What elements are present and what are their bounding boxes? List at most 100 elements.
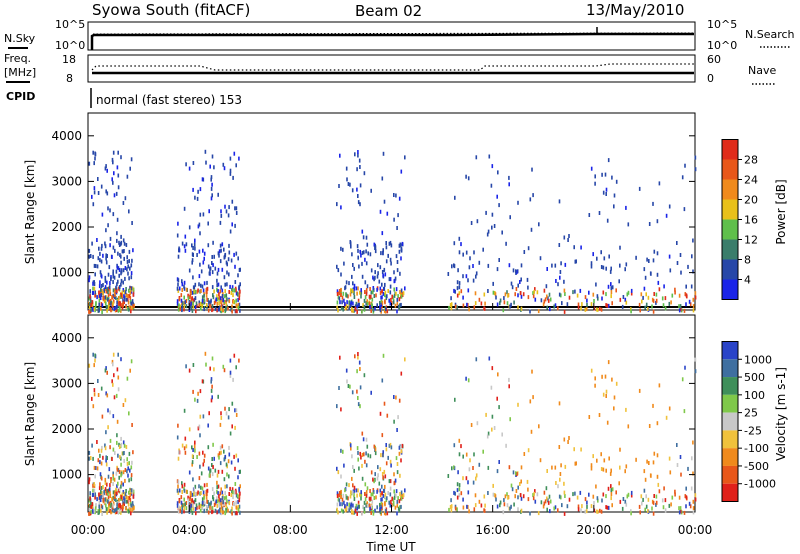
data-cell bbox=[395, 493, 397, 498]
data-cell bbox=[577, 305, 580, 310]
data-cell bbox=[399, 271, 401, 276]
data-cell bbox=[384, 300, 386, 305]
data-cell bbox=[363, 509, 366, 514]
data-cell bbox=[357, 248, 359, 253]
data-cell bbox=[386, 496, 388, 501]
data-cell bbox=[346, 293, 348, 298]
data-cell bbox=[396, 301, 399, 306]
data-cell bbox=[454, 304, 457, 309]
data-cell bbox=[194, 440, 196, 445]
data-cell bbox=[361, 229, 364, 234]
data-cell bbox=[610, 484, 612, 489]
data-cell bbox=[653, 451, 656, 456]
data-cell bbox=[203, 251, 206, 256]
data-cell bbox=[615, 179, 618, 184]
data-cell bbox=[393, 489, 395, 494]
data-cell bbox=[384, 484, 386, 489]
cpid-text: normal (fast stereo) 153 bbox=[96, 93, 242, 107]
data-cell bbox=[193, 297, 196, 302]
data-cell bbox=[400, 490, 403, 495]
data-cell bbox=[387, 455, 389, 460]
data-cell bbox=[625, 300, 628, 305]
data-cell bbox=[340, 292, 342, 297]
data-cell bbox=[344, 302, 346, 307]
data-cell bbox=[656, 219, 659, 224]
data-cell bbox=[230, 258, 233, 263]
data-cell bbox=[361, 250, 364, 255]
data-cell bbox=[189, 293, 192, 298]
data-cell bbox=[234, 206, 236, 211]
data-cell bbox=[373, 277, 375, 282]
data-cell bbox=[400, 371, 403, 376]
data-cell bbox=[352, 503, 354, 508]
data-cell bbox=[685, 504, 687, 509]
data-cell bbox=[396, 226, 398, 230]
data-cell bbox=[94, 492, 96, 497]
data-cell bbox=[102, 493, 104, 498]
data-cell bbox=[647, 509, 649, 513]
data-cell bbox=[233, 252, 235, 257]
data-cell bbox=[619, 465, 621, 470]
data-cell bbox=[203, 293, 205, 298]
data-cell bbox=[112, 301, 114, 306]
data-cell bbox=[389, 459, 392, 464]
data-cell bbox=[218, 455, 220, 460]
data-cell bbox=[224, 484, 226, 489]
data-cell bbox=[492, 492, 495, 497]
data-cell bbox=[668, 456, 671, 461]
data-cell bbox=[191, 290, 194, 295]
data-cell bbox=[668, 406, 671, 411]
colorbar-tick-label: 12 bbox=[744, 234, 758, 247]
data-cell bbox=[206, 286, 209, 291]
data-cell bbox=[519, 280, 521, 284]
colorbar-tick-label: 500 bbox=[744, 371, 765, 384]
data-cell bbox=[625, 464, 628, 469]
data-cell bbox=[207, 308, 210, 313]
data-cell bbox=[104, 295, 107, 300]
data-cell bbox=[671, 495, 674, 500]
data-cell bbox=[107, 499, 109, 504]
data-cell bbox=[100, 476, 103, 481]
data-cell bbox=[539, 256, 542, 261]
data-cell bbox=[120, 254, 122, 259]
data-cell bbox=[238, 494, 241, 499]
data-cell bbox=[119, 294, 122, 299]
data-cell bbox=[112, 269, 114, 274]
data-cell bbox=[117, 468, 120, 473]
data-cell bbox=[236, 493, 239, 498]
data-cell bbox=[516, 471, 519, 476]
data-cell bbox=[394, 276, 397, 281]
data-cell bbox=[102, 253, 104, 258]
data-cell bbox=[381, 497, 383, 502]
data-cell bbox=[93, 263, 96, 268]
data-cell bbox=[381, 378, 384, 383]
data-cell bbox=[122, 303, 125, 308]
data-cell bbox=[177, 254, 180, 259]
data-cell bbox=[190, 503, 192, 508]
data-cell bbox=[609, 471, 612, 476]
data-cell bbox=[494, 292, 497, 297]
data-cell bbox=[228, 452, 231, 457]
data-cell bbox=[389, 284, 392, 289]
data-cell bbox=[343, 298, 345, 303]
data-cell bbox=[692, 440, 694, 445]
data-cell bbox=[512, 268, 515, 273]
data-cell bbox=[590, 463, 593, 468]
data-cell bbox=[229, 229, 232, 234]
data-cell bbox=[101, 512, 103, 516]
data-cell bbox=[105, 289, 108, 293]
data-cell bbox=[183, 482, 186, 487]
data-cell bbox=[664, 508, 667, 513]
data-cell bbox=[220, 511, 223, 516]
data-cell bbox=[453, 443, 456, 448]
data-cell bbox=[379, 507, 381, 512]
data-cell bbox=[478, 462, 481, 467]
data-cell bbox=[656, 272, 659, 277]
data-cell bbox=[558, 494, 561, 499]
data-cell bbox=[111, 508, 114, 513]
data-cell bbox=[394, 505, 397, 510]
data-cell bbox=[596, 458, 598, 463]
data-cell bbox=[531, 369, 533, 374]
data-cell bbox=[116, 238, 118, 243]
